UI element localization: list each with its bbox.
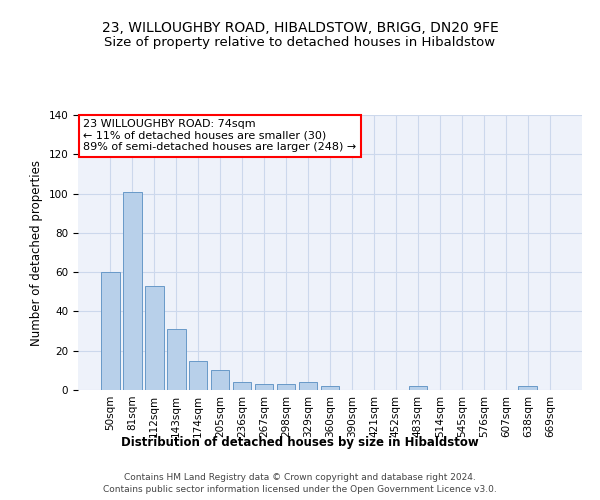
Bar bbox=[123, 192, 142, 390]
Bar bbox=[299, 382, 317, 390]
Bar bbox=[320, 386, 340, 390]
Text: Size of property relative to detached houses in Hibaldstow: Size of property relative to detached ho… bbox=[104, 36, 496, 49]
Bar bbox=[409, 386, 427, 390]
Bar bbox=[255, 384, 274, 390]
Text: 23 WILLOUGHBY ROAD: 74sqm
← 11% of detached houses are smaller (30)
89% of semi-: 23 WILLOUGHBY ROAD: 74sqm ← 11% of detac… bbox=[83, 119, 356, 152]
Bar bbox=[145, 286, 164, 390]
Text: Distribution of detached houses by size in Hibaldstow: Distribution of detached houses by size … bbox=[121, 436, 479, 449]
Bar bbox=[167, 329, 185, 390]
Bar bbox=[277, 384, 295, 390]
Bar bbox=[233, 382, 251, 390]
Bar bbox=[518, 386, 537, 390]
Y-axis label: Number of detached properties: Number of detached properties bbox=[30, 160, 43, 346]
Bar bbox=[189, 360, 208, 390]
Text: 23, WILLOUGHBY ROAD, HIBALDSTOW, BRIGG, DN20 9FE: 23, WILLOUGHBY ROAD, HIBALDSTOW, BRIGG, … bbox=[101, 20, 499, 34]
Text: Contains HM Land Registry data © Crown copyright and database right 2024.: Contains HM Land Registry data © Crown c… bbox=[124, 473, 476, 482]
Bar bbox=[101, 272, 119, 390]
Bar bbox=[211, 370, 229, 390]
Text: Contains public sector information licensed under the Open Government Licence v3: Contains public sector information licen… bbox=[103, 484, 497, 494]
